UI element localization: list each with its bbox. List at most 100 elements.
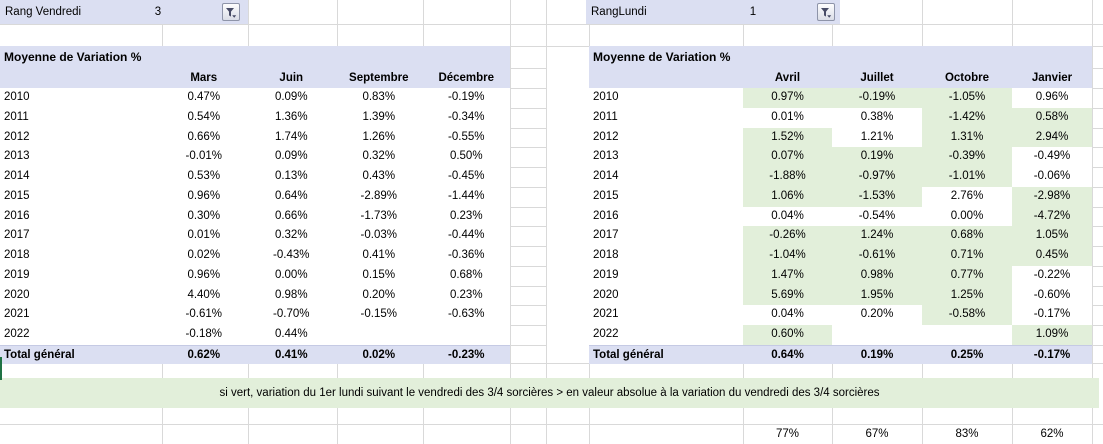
data-cell[interactable]: 1.36%: [274, 110, 308, 123]
data-cell[interactable]: -0.70%: [273, 308, 310, 321]
data-cell[interactable]: -4.72%: [1012, 206, 1092, 227]
data-cell[interactable]: 0.96%: [1035, 91, 1069, 103]
total-cell[interactable]: 0.62%: [187, 348, 221, 361]
row-year-cell[interactable]: 2020: [593, 288, 619, 301]
data-cell[interactable]: 0.64%: [274, 189, 308, 202]
data-cell[interactable]: 0.77%: [922, 265, 1012, 286]
data-cell[interactable]: 2.76%: [950, 189, 984, 202]
data-cell[interactable]: -0.97%: [832, 167, 922, 187]
data-cell[interactable]: -1.73%: [360, 209, 397, 222]
data-cell[interactable]: -1.42%: [922, 107, 1012, 128]
data-cell[interactable]: 0.23%: [449, 288, 483, 301]
total-cell[interactable]: 0.02%: [362, 348, 396, 361]
data-cell[interactable]: 1.05%: [1012, 226, 1092, 247]
row-year-cell[interactable]: 2017: [4, 229, 30, 242]
row-year-cell[interactable]: 2012: [593, 130, 619, 143]
data-cell[interactable]: 0.04%: [771, 308, 804, 321]
data-cell[interactable]: 0.07%: [743, 147, 832, 168]
data-cell[interactable]: 1.31%: [922, 127, 1012, 148]
footer-percent-cell[interactable]: 83%: [955, 428, 979, 440]
data-cell[interactable]: 0.32%: [362, 150, 396, 163]
data-cell[interactable]: 0.01%: [771, 110, 804, 123]
data-cell[interactable]: 1.95%: [832, 285, 922, 306]
total-cell[interactable]: 0.41%: [274, 348, 308, 361]
row-year-cell[interactable]: 2013: [4, 150, 30, 163]
data-cell[interactable]: 0.15%: [362, 268, 396, 281]
data-cell[interactable]: 0.66%: [274, 209, 308, 222]
footer-percent-cell[interactable]: 67%: [865, 428, 889, 440]
data-cell[interactable]: -0.58%: [922, 305, 1012, 326]
pivot-filter-icon[interactable]: [817, 3, 835, 21]
row-year-cell[interactable]: 2011: [4, 110, 29, 123]
footer-percent-cell[interactable]: 62%: [1040, 428, 1064, 440]
data-cell[interactable]: 1.26%: [362, 130, 396, 143]
data-cell[interactable]: -0.60%: [1033, 288, 1071, 301]
data-cell[interactable]: -0.19%: [832, 88, 922, 108]
data-cell[interactable]: 0.23%: [449, 209, 483, 222]
data-cell[interactable]: 0.20%: [362, 288, 396, 301]
column-header[interactable]: Juillet: [860, 72, 894, 84]
data-cell[interactable]: 0.58%: [1012, 107, 1092, 128]
data-cell[interactable]: 0.50%: [449, 150, 483, 163]
data-cell[interactable]: 0.02%: [187, 249, 221, 262]
data-cell[interactable]: 1.74%: [274, 130, 308, 143]
data-cell[interactable]: -2.89%: [360, 189, 397, 202]
total-cell[interactable]: -0.17%: [1033, 348, 1071, 361]
total-cell[interactable]: 0.64%: [771, 348, 804, 361]
data-cell[interactable]: -1.88%: [743, 167, 832, 187]
column-header[interactable]: Janvier: [1031, 72, 1073, 84]
legend-banner[interactable]: si vert, variation du 1er lundi suivant …: [0, 378, 1099, 408]
data-cell[interactable]: -0.26%: [743, 226, 832, 247]
data-cell[interactable]: 0.96%: [187, 189, 221, 202]
data-cell[interactable]: 0.41%: [362, 249, 396, 262]
data-cell[interactable]: -0.01%: [185, 150, 222, 163]
data-cell[interactable]: 0.13%: [274, 170, 308, 183]
data-cell[interactable]: -0.15%: [360, 308, 397, 321]
data-cell[interactable]: [832, 325, 922, 345]
data-cell[interactable]: -0.03%: [360, 229, 397, 242]
data-cell[interactable]: 0.45%: [1012, 246, 1092, 266]
row-year-cell[interactable]: 2012: [4, 130, 30, 143]
data-cell[interactable]: 0.47%: [187, 91, 221, 103]
data-cell[interactable]: -1.44%: [448, 189, 485, 202]
data-cell[interactable]: 0.09%: [274, 150, 308, 163]
data-cell[interactable]: 0.96%: [187, 268, 221, 281]
data-cell[interactable]: 0.19%: [832, 147, 922, 168]
data-cell[interactable]: -0.54%: [858, 209, 896, 222]
data-cell[interactable]: -2.98%: [1012, 186, 1092, 207]
column-header[interactable]: Juin: [279, 72, 304, 84]
data-cell[interactable]: [335, 325, 423, 345]
data-cell[interactable]: -0.22%: [1033, 268, 1071, 281]
data-cell[interactable]: -0.49%: [1033, 150, 1071, 163]
pivot-filter-icon[interactable]: [222, 3, 240, 21]
row-year-cell[interactable]: 2016: [4, 209, 30, 222]
row-year-cell[interactable]: 2010: [4, 91, 30, 103]
data-cell[interactable]: 0.60%: [743, 325, 832, 345]
row-year-cell[interactable]: 2022: [4, 328, 30, 341]
data-cell[interactable]: -0.06%: [1033, 170, 1071, 183]
data-cell[interactable]: 4.40%: [187, 288, 221, 301]
data-cell[interactable]: 1.25%: [922, 285, 1012, 306]
data-cell[interactable]: -0.61%: [832, 246, 922, 266]
row-year-cell[interactable]: 2016: [593, 209, 619, 222]
total-label[interactable]: Total général: [593, 348, 664, 361]
row-year-cell[interactable]: 2011: [593, 110, 618, 123]
row-year-cell[interactable]: 2019: [593, 268, 619, 281]
column-header[interactable]: Septembre: [349, 72, 409, 84]
data-cell[interactable]: 1.24%: [832, 226, 922, 247]
data-cell[interactable]: 1.39%: [362, 110, 396, 123]
row-year-cell[interactable]: 2021: [593, 308, 619, 321]
row-year-cell[interactable]: 2022: [593, 328, 619, 341]
data-cell[interactable]: 0.43%: [362, 170, 396, 183]
row-year-cell[interactable]: 2010: [593, 91, 619, 103]
filter-value-cell[interactable]: 1: [749, 6, 757, 18]
data-cell[interactable]: -1.05%: [922, 88, 1012, 108]
data-cell[interactable]: 2.94%: [1012, 127, 1092, 148]
row-year-cell[interactable]: 2018: [593, 249, 619, 262]
column-header[interactable]: Décembre: [438, 72, 495, 84]
data-cell[interactable]: -0.45%: [448, 170, 485, 183]
data-cell[interactable]: 0.66%: [187, 130, 221, 143]
column-header[interactable]: Mars: [190, 72, 218, 84]
data-cell[interactable]: 0.04%: [771, 209, 804, 222]
row-year-cell[interactable]: 2017: [593, 229, 619, 242]
